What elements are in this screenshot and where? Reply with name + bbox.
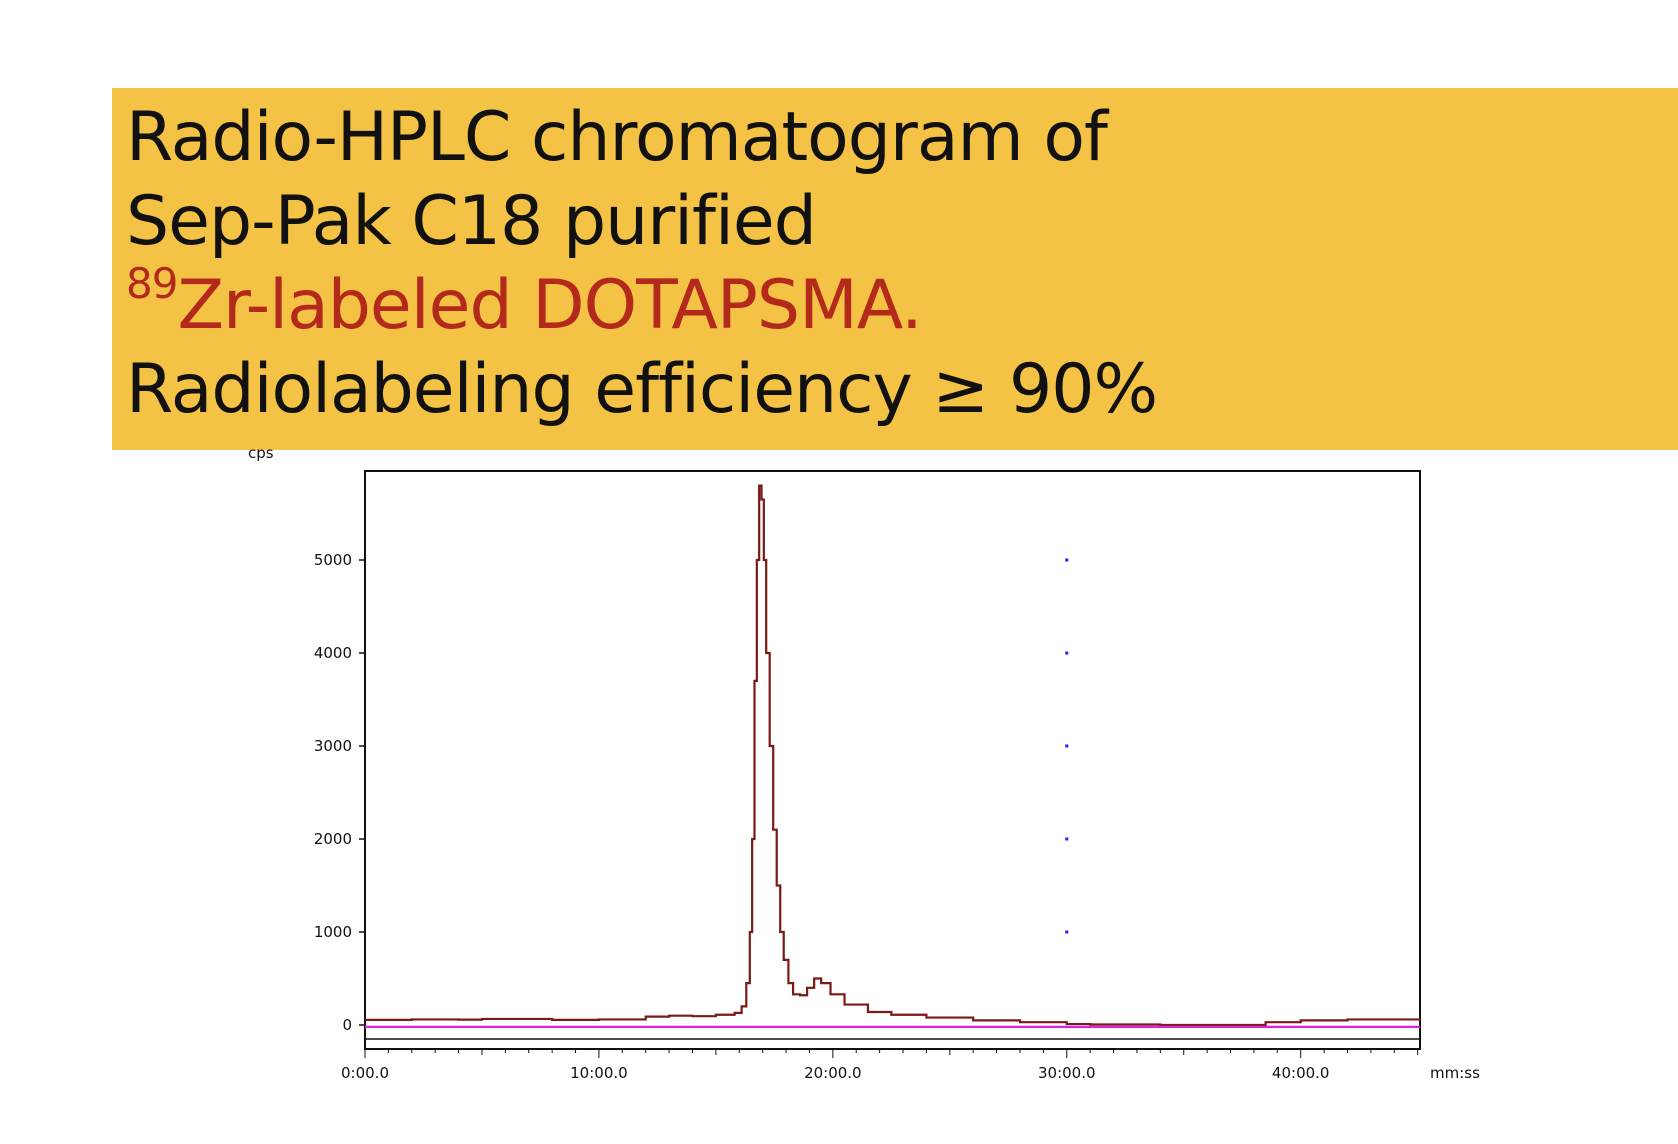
y-tick-label: 2000 bbox=[314, 830, 352, 848]
x-tick-label: 20:00.0 bbox=[804, 1064, 862, 1082]
title-line-1: Radio-HPLC chromatogram of bbox=[126, 98, 1108, 177]
title-line-2: Sep-Pak C18 purified bbox=[126, 182, 817, 261]
marker-dot bbox=[1065, 930, 1069, 934]
x-tick-label: 30:00.0 bbox=[1038, 1064, 1096, 1082]
x-axis-label: mm:ss bbox=[1430, 1064, 1480, 1082]
title-line-3: 89Zr-labeled DOTAPSMA. bbox=[126, 263, 1157, 348]
plot-frame bbox=[364, 470, 1421, 1050]
y-tick-label: 0 bbox=[342, 1016, 352, 1034]
compound-name: Zr-labeled DOTAPSMA. bbox=[177, 266, 922, 345]
y-axis-label: cps bbox=[248, 444, 274, 462]
x-tick-label: 40:00.0 bbox=[1272, 1064, 1330, 1082]
y-tick-label: 4000 bbox=[314, 644, 352, 662]
y-tick-label: 3000 bbox=[314, 737, 352, 755]
marker-dot bbox=[1065, 744, 1069, 748]
marker-dot bbox=[1065, 651, 1069, 655]
title-banner: Radio-HPLC chromatogram of Sep-Pak C18 p… bbox=[112, 88, 1678, 450]
slide-title: Radio-HPLC chromatogram of Sep-Pak C18 p… bbox=[126, 96, 1158, 432]
marker-dot bbox=[1065, 837, 1069, 841]
isotope-superscript: 89 bbox=[126, 259, 178, 308]
title-line-4: Radiolabeling efficiency ≥ 90% bbox=[126, 350, 1158, 429]
y-tick-label: 5000 bbox=[314, 551, 352, 569]
y-tick-label: 1000 bbox=[314, 923, 352, 941]
x-tick-label: 0:00.0 bbox=[341, 1064, 389, 1082]
radio-trace-line bbox=[365, 484, 1422, 1027]
x-tick-label: 10:00.0 bbox=[570, 1064, 628, 1082]
marker-dot bbox=[1065, 558, 1069, 562]
